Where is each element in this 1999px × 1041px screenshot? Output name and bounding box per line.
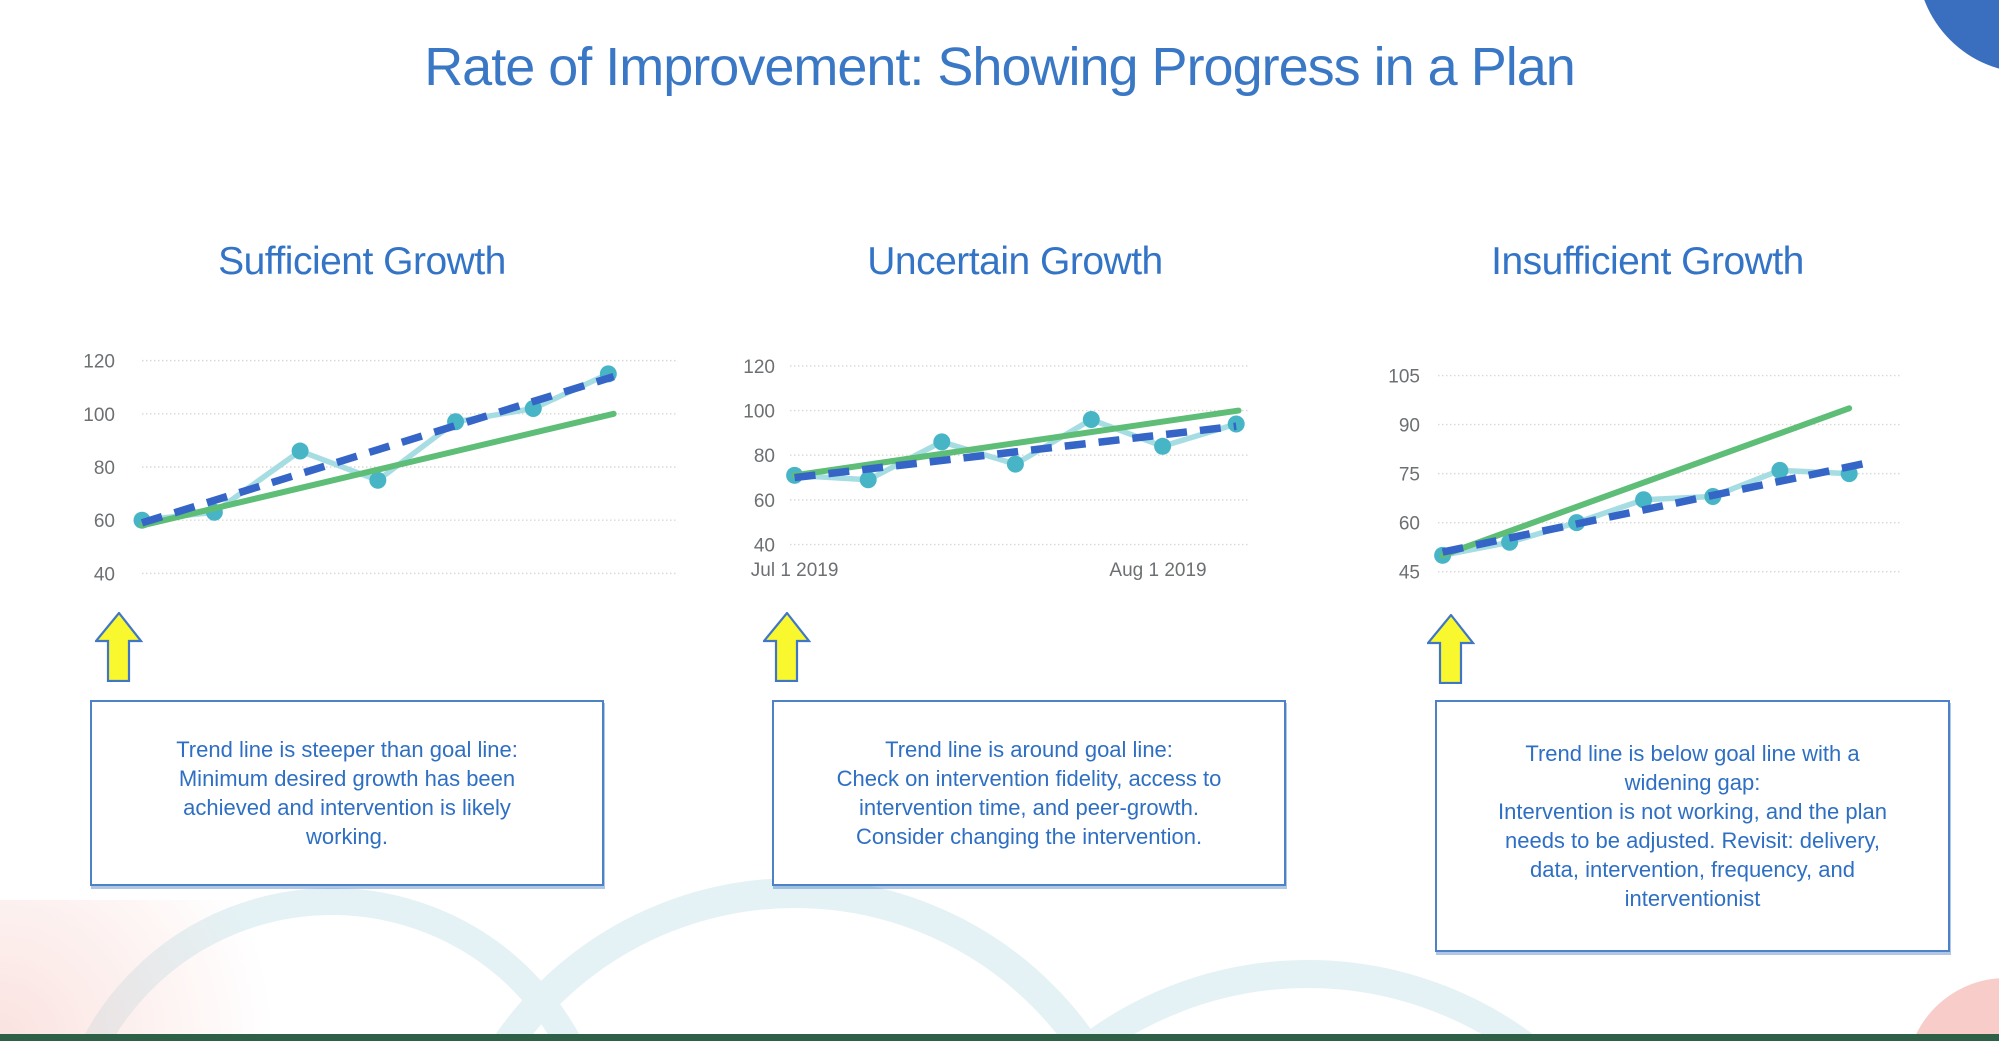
trend-line: [794, 422, 1237, 482]
up-arrow-icon: [763, 612, 811, 682]
data-point: [1154, 437, 1172, 455]
data-point: [369, 471, 387, 489]
note-text: Trend line is below goal line with a wid…: [1498, 740, 1887, 912]
y-tick-label: 100: [743, 402, 775, 423]
y-tick-label: 40: [754, 536, 775, 557]
trend-line: [140, 372, 615, 527]
insufficient-growth-chart: 105 90 75 60 45: [1388, 367, 1900, 584]
y-tick-label: 90: [1399, 416, 1420, 437]
data-point: [1082, 411, 1100, 429]
background-arc-ring: [430, 878, 1160, 1041]
goal-line: [139, 410, 617, 529]
data-point: [1227, 415, 1245, 433]
y-tick-label: 60: [1399, 514, 1420, 535]
goal-line: [1439, 405, 1853, 559]
y-tick-label: 80: [754, 446, 775, 467]
y-tick-label: 60: [94, 511, 115, 532]
data-point: [1006, 455, 1024, 473]
chart-title-insufficient-growth: Insufficient Growth: [1491, 240, 1804, 283]
uncertain-growth-chart: 120 100 80 60 40 Jul 1 2019 Aug 1 2019: [743, 357, 1250, 581]
up-arrow-icon: [1427, 614, 1475, 684]
data-point: [1635, 491, 1653, 509]
y-tick-label: 100: [83, 405, 115, 426]
y-tick-label: 120: [83, 352, 115, 373]
y-tick-label: 105: [1388, 367, 1420, 388]
data-point: [1771, 461, 1789, 479]
note-box-sufficient: Trend line is steeper than goal line: Mi…: [90, 700, 604, 886]
bottom-accent-bar: [0, 1034, 1999, 1041]
goal-line: [791, 407, 1242, 479]
y-tick-label: 120: [743, 357, 775, 378]
x-tick-label: Aug 1 2019: [1109, 560, 1206, 581]
y-tick-label: 40: [94, 564, 115, 585]
note-box-insufficient: Trend line is below goal line with a wid…: [1435, 700, 1950, 952]
y-tick-label: 80: [94, 458, 115, 479]
data-point: [933, 433, 951, 451]
trend-line: [1441, 460, 1864, 556]
background-pink-glow: [0, 900, 420, 1041]
note-text: Trend line is around goal line: Check on…: [836, 736, 1222, 850]
note-text: Trend line is steeper than goal line: Mi…: [176, 736, 518, 850]
note-box-uncertain: Trend line is around goal line: Check on…: [772, 700, 1286, 886]
y-tick-label: 45: [1399, 563, 1420, 584]
page-title: Rate of Improvement: Showing Progress in…: [424, 37, 1576, 97]
up-arrow-icon: [95, 612, 143, 682]
corner-circle-pink: [1906, 978, 1999, 1041]
y-tick-label: 75: [1399, 465, 1420, 486]
y-tick-label: 60: [754, 491, 775, 512]
x-tick-label: Jul 1 2019: [751, 560, 839, 581]
data-point: [859, 471, 877, 489]
chart-title-sufficient-growth: Sufficient Growth: [218, 240, 506, 283]
sufficient-growth-chart: 120 100 80 60 40: [83, 352, 678, 585]
chart-title-uncertain-growth: Uncertain Growth: [867, 240, 1163, 283]
data-point: [524, 399, 542, 417]
data-point: [291, 442, 309, 460]
